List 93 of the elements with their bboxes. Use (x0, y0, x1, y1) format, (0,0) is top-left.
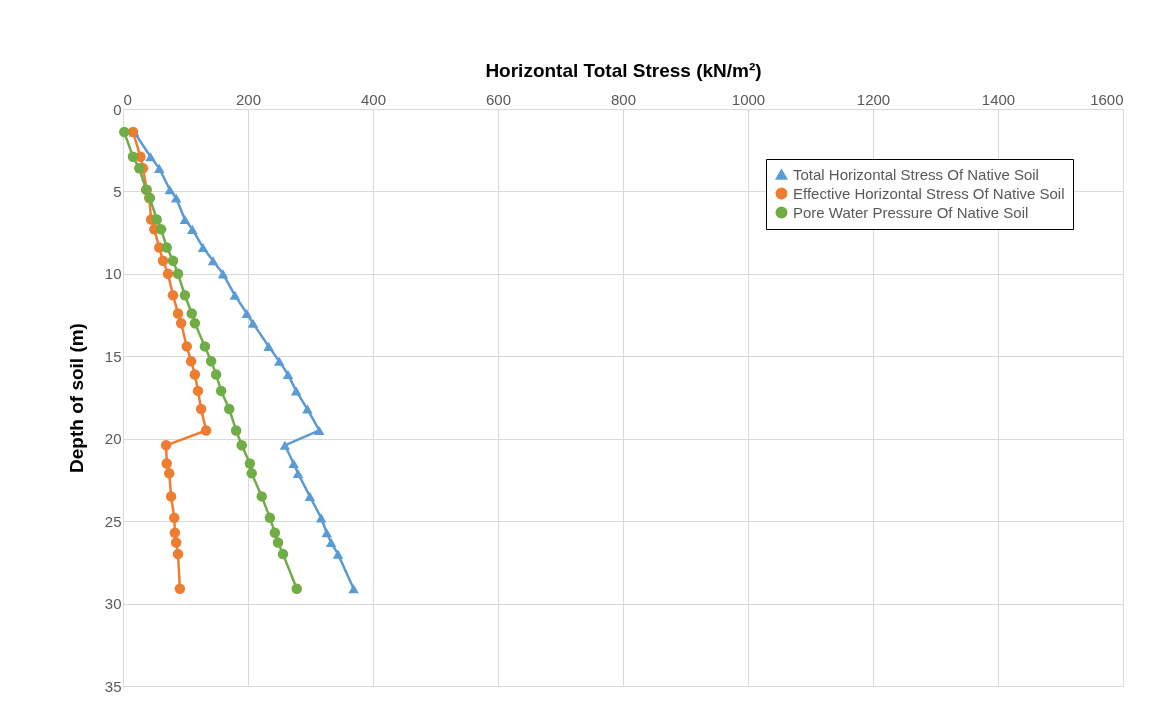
point (119, 126, 130, 138)
point (170, 537, 182, 548)
point (241, 308, 252, 318)
legend-label: Pore Water Pressure Of Native Soil (793, 203, 1029, 221)
x-tick-label: 200 (235, 90, 262, 108)
y-tick-label: 30 (104, 595, 122, 613)
point (174, 583, 186, 594)
point (169, 527, 181, 538)
x-tick-label: 1600 (1090, 90, 1124, 108)
y-tick-label: 20 (104, 430, 122, 448)
point (288, 458, 299, 468)
point (210, 369, 222, 380)
x-tick-label: 600 (485, 90, 512, 108)
point (187, 224, 198, 234)
point (263, 341, 274, 351)
point (224, 403, 235, 415)
point (172, 548, 184, 560)
y-tick-label: 5 (113, 182, 122, 200)
point (155, 224, 167, 235)
point (291, 583, 302, 594)
point (192, 385, 204, 397)
point (185, 356, 197, 367)
point (189, 369, 201, 380)
point (205, 356, 217, 367)
legend-label: Total Horizontal Stress Of Native Soil (793, 165, 1039, 183)
point (215, 385, 227, 397)
point (170, 193, 182, 203)
point (229, 290, 241, 300)
point (167, 290, 179, 301)
y-axis-title: Depth of soil (m) (65, 323, 87, 473)
y-tick-label: 15 (104, 347, 122, 365)
x-tick-label: 800 (610, 90, 637, 108)
point (272, 537, 284, 548)
point (154, 163, 165, 173)
point (325, 538, 337, 548)
point (246, 468, 257, 479)
point (165, 491, 177, 502)
point (172, 308, 184, 319)
point (161, 242, 172, 253)
point (247, 318, 259, 328)
point (189, 318, 201, 329)
point (127, 151, 139, 163)
point (162, 268, 174, 280)
point (321, 528, 332, 538)
point (314, 425, 325, 436)
point (199, 341, 211, 352)
point (169, 512, 180, 524)
point (186, 308, 197, 319)
point (167, 255, 179, 266)
point (274, 356, 285, 366)
y-tick-label: 25 (104, 512, 122, 530)
point (179, 290, 191, 301)
point (256, 491, 267, 502)
point (332, 549, 344, 559)
point (277, 548, 289, 560)
point (181, 341, 192, 352)
point (290, 386, 302, 396)
x-axis-title: Horizontal Total Stress (kN/m²) (485, 59, 762, 81)
point (264, 512, 276, 524)
point (302, 404, 313, 414)
x-tick-label: 1200 (856, 90, 891, 108)
point (175, 318, 187, 329)
point (279, 440, 291, 450)
point (207, 256, 219, 266)
legend-label: Effective Horizontal Stress Of Native Soil (793, 184, 1065, 202)
x-tick-label: 1400 (981, 90, 1016, 108)
point (230, 425, 242, 436)
point (151, 214, 162, 225)
point (197, 242, 209, 253)
point (172, 268, 184, 280)
point (164, 185, 176, 195)
point (282, 369, 294, 379)
point (348, 584, 359, 594)
x-tick-label: 1000 (731, 90, 766, 108)
y-tick-label: 35 (104, 677, 122, 695)
point (134, 163, 145, 174)
x-tick-label: 400 (360, 90, 387, 108)
point (164, 468, 175, 479)
point (179, 214, 191, 224)
point (145, 152, 156, 162)
point (304, 491, 316, 501)
point (157, 255, 169, 266)
y-tick-label: 10 (104, 265, 122, 283)
point (161, 458, 172, 469)
point (244, 458, 256, 469)
point (195, 403, 207, 415)
point (160, 440, 172, 451)
point (217, 269, 229, 279)
point (315, 513, 327, 523)
point (292, 468, 304, 478)
point (200, 425, 212, 436)
point (269, 527, 281, 538)
point (236, 440, 247, 451)
